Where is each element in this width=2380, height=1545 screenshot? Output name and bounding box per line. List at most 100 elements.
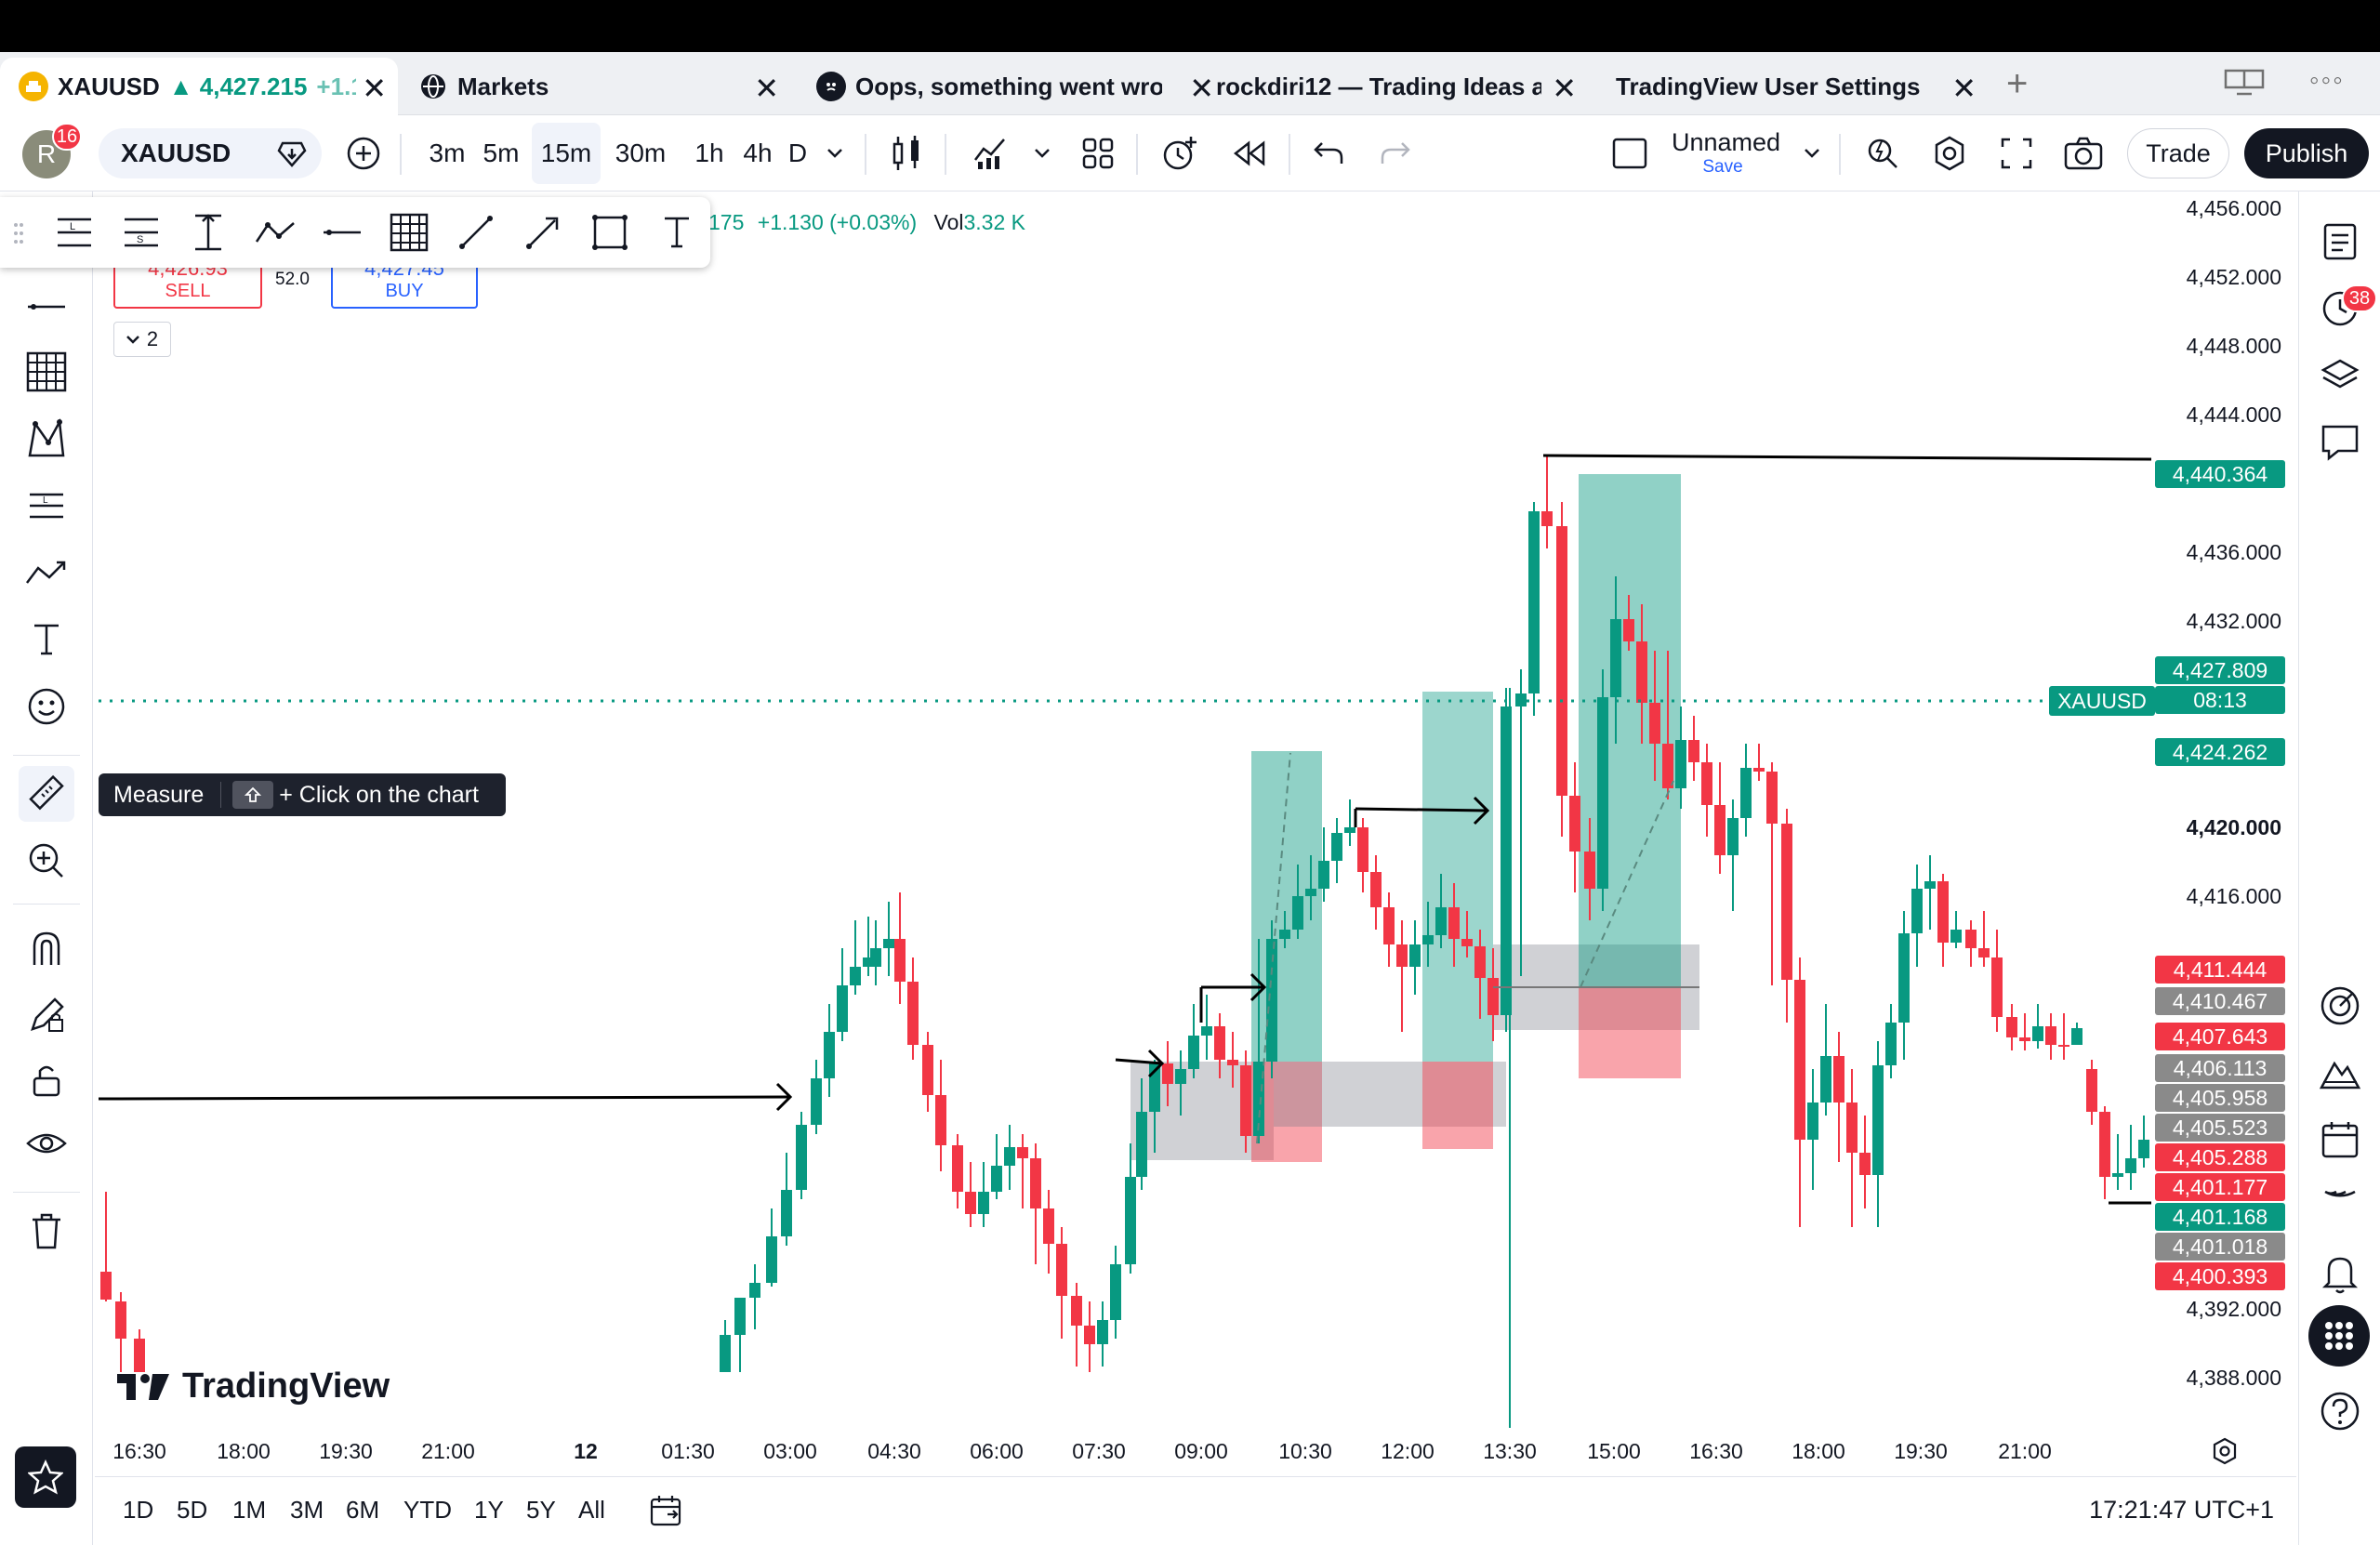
candle-body: [850, 967, 861, 985]
magnet-icon[interactable]: [19, 920, 74, 976]
lock-icon[interactable]: [19, 1052, 74, 1108]
screener-icon[interactable]: [2312, 978, 2368, 1034]
close-icon[interactable]: ✕: [1546, 71, 1577, 106]
goto-date-icon[interactable]: [649, 1494, 684, 1527]
tab-xauusd[interactable]: XAUUSD ▲ 4,427.215 +1.1 ✕: [0, 58, 398, 115]
symbol-search[interactable]: XAUUSD: [99, 128, 322, 178]
chat-icon[interactable]: [2312, 415, 2368, 470]
pattern-tool-icon[interactable]: [19, 411, 74, 467]
range-3m[interactable]: 3M: [290, 1496, 324, 1524]
emoji-tool-icon[interactable]: [19, 679, 74, 734]
watchlist-icon[interactable]: [2312, 214, 2368, 270]
price-chart[interactable]: [95, 191, 2296, 1474]
long-position-tool-icon[interactable]: L: [19, 478, 74, 534]
interval-4h[interactable]: 4h: [743, 139, 773, 167]
publish-button[interactable]: Publish: [2244, 128, 2369, 178]
interval-D[interactable]: D: [787, 139, 808, 167]
tab-user-settings[interactable]: TradingView User Settings ✕: [1616, 58, 1988, 115]
tab-oops[interactable]: Oops, something went wro ✕: [816, 58, 1225, 115]
range-6m[interactable]: 6M: [346, 1496, 380, 1524]
compare-icon[interactable]: [340, 115, 387, 191]
range-1d[interactable]: 1D: [123, 1496, 154, 1524]
ideas-icon[interactable]: [2312, 1045, 2368, 1101]
close-icon[interactable]: ✕: [1946, 71, 1977, 106]
price-tag: 4,401.168: [2155, 1203, 2285, 1231]
trash-icon[interactable]: [19, 1203, 74, 1259]
trend-line-icon[interactable]: [450, 208, 502, 257]
alert-icon[interactable]: [1157, 115, 1203, 191]
arrow-line-icon[interactable]: [517, 208, 569, 257]
trade-button[interactable]: Trade: [2127, 128, 2229, 178]
range-1y[interactable]: 1Y: [474, 1496, 504, 1524]
range-5d[interactable]: 5D: [177, 1496, 208, 1524]
undo-icon[interactable]: [1305, 115, 1352, 191]
path-tool-icon[interactable]: [249, 208, 301, 257]
text-tool-icon[interactable]: [19, 612, 74, 667]
price-range-icon[interactable]: [182, 208, 234, 257]
layout-checkbox-icon[interactable]: [1608, 115, 1651, 191]
lock-drawing-icon[interactable]: [19, 987, 74, 1043]
text-tool-icon[interactable]: [651, 208, 703, 257]
fib-grid-icon[interactable]: [383, 208, 435, 257]
tab-markets[interactable]: Markets ✕: [418, 58, 790, 115]
horizontal-line-tool-icon[interactable]: [19, 279, 74, 335]
close-icon[interactable]: ✕: [748, 71, 779, 106]
drag-handle-icon[interactable]: [13, 221, 24, 245]
settings-icon[interactable]: [1926, 115, 1973, 191]
time-axis-label: 07:30: [1072, 1439, 1126, 1463]
rectangle-tool-icon[interactable]: [584, 208, 636, 257]
interval-30m[interactable]: 30m: [615, 139, 667, 167]
range-all[interactable]: All: [578, 1496, 605, 1524]
quick-search-icon[interactable]: [1859, 115, 1906, 191]
templates-icon[interactable]: [1075, 115, 1121, 191]
candles-icon[interactable]: [883, 115, 930, 191]
collapse-indicators-button[interactable]: 2: [113, 322, 171, 357]
horizontal-ray-icon[interactable]: [316, 208, 368, 257]
news-stream-icon[interactable]: [2312, 1179, 2368, 1235]
redo-icon[interactable]: [1372, 115, 1419, 191]
candle-down: [1370, 855, 1382, 930]
replay-icon[interactable]: [1225, 115, 1272, 191]
interval-3m[interactable]: 3m: [429, 139, 466, 167]
camera-icon[interactable]: [2058, 115, 2109, 191]
candle-up: [824, 1004, 835, 1097]
new-tab-icon[interactable]: +: [2006, 63, 2029, 104]
projection-tool-icon[interactable]: [19, 545, 74, 601]
interval-dropdown-icon[interactable]: [818, 115, 852, 191]
calendar-icon[interactable]: [2312, 1112, 2368, 1168]
interval-5m[interactable]: 5m: [483, 139, 520, 167]
help-icon[interactable]: [2312, 1383, 2368, 1439]
fullscreen-icon[interactable]: [1993, 115, 2040, 191]
window-layout-icon[interactable]: [2224, 69, 2265, 97]
layers-icon[interactable]: [2312, 348, 2368, 403]
grid-tool-icon[interactable]: [19, 344, 74, 400]
symbol-type-icon[interactable]: [277, 139, 307, 167]
candle-body: [1071, 1296, 1082, 1326]
range-ytd[interactable]: YTD: [403, 1496, 452, 1524]
short-position-icon[interactable]: S: [115, 208, 167, 257]
candle-body: [1766, 772, 1778, 824]
range-1m[interactable]: 1M: [232, 1496, 267, 1524]
layout-name[interactable]: Unnamed Save: [1672, 128, 1781, 177]
close-icon[interactable]: ✕: [1183, 71, 1214, 106]
products-grid-icon[interactable]: [2308, 1305, 2370, 1367]
axis-settings-icon[interactable]: [2211, 1437, 2239, 1465]
range-5y[interactable]: 5Y: [526, 1496, 556, 1524]
long-position-icon[interactable]: L: [48, 208, 100, 257]
indicators-icon[interactable]: [967, 115, 1013, 191]
measure-tool-icon[interactable]: [19, 766, 74, 822]
notifications-bell-icon[interactable]: [2312, 1246, 2368, 1301]
zoom-in-icon[interactable]: [19, 833, 74, 889]
interval-1h[interactable]: 1h: [694, 139, 724, 167]
price-tag: 4,440.364: [2155, 460, 2285, 488]
visibility-icon[interactable]: [19, 1117, 74, 1173]
close-icon[interactable]: ✕: [356, 71, 387, 106]
candle-down: [1714, 762, 1726, 874]
layout-dropdown-icon[interactable]: [1798, 115, 1826, 191]
indicators-dropdown-icon[interactable]: [1028, 115, 1056, 191]
more-icon[interactable]: ◦◦◦: [2309, 65, 2345, 96]
interval-15m[interactable]: 15m: [532, 123, 601, 184]
chart-area[interactable]: [95, 191, 2296, 1474]
tab-rockdiri[interactable]: rockdiri12 — Trading Ideas anc ✕: [1216, 58, 1588, 115]
favorites-star-icon[interactable]: [15, 1446, 76, 1508]
